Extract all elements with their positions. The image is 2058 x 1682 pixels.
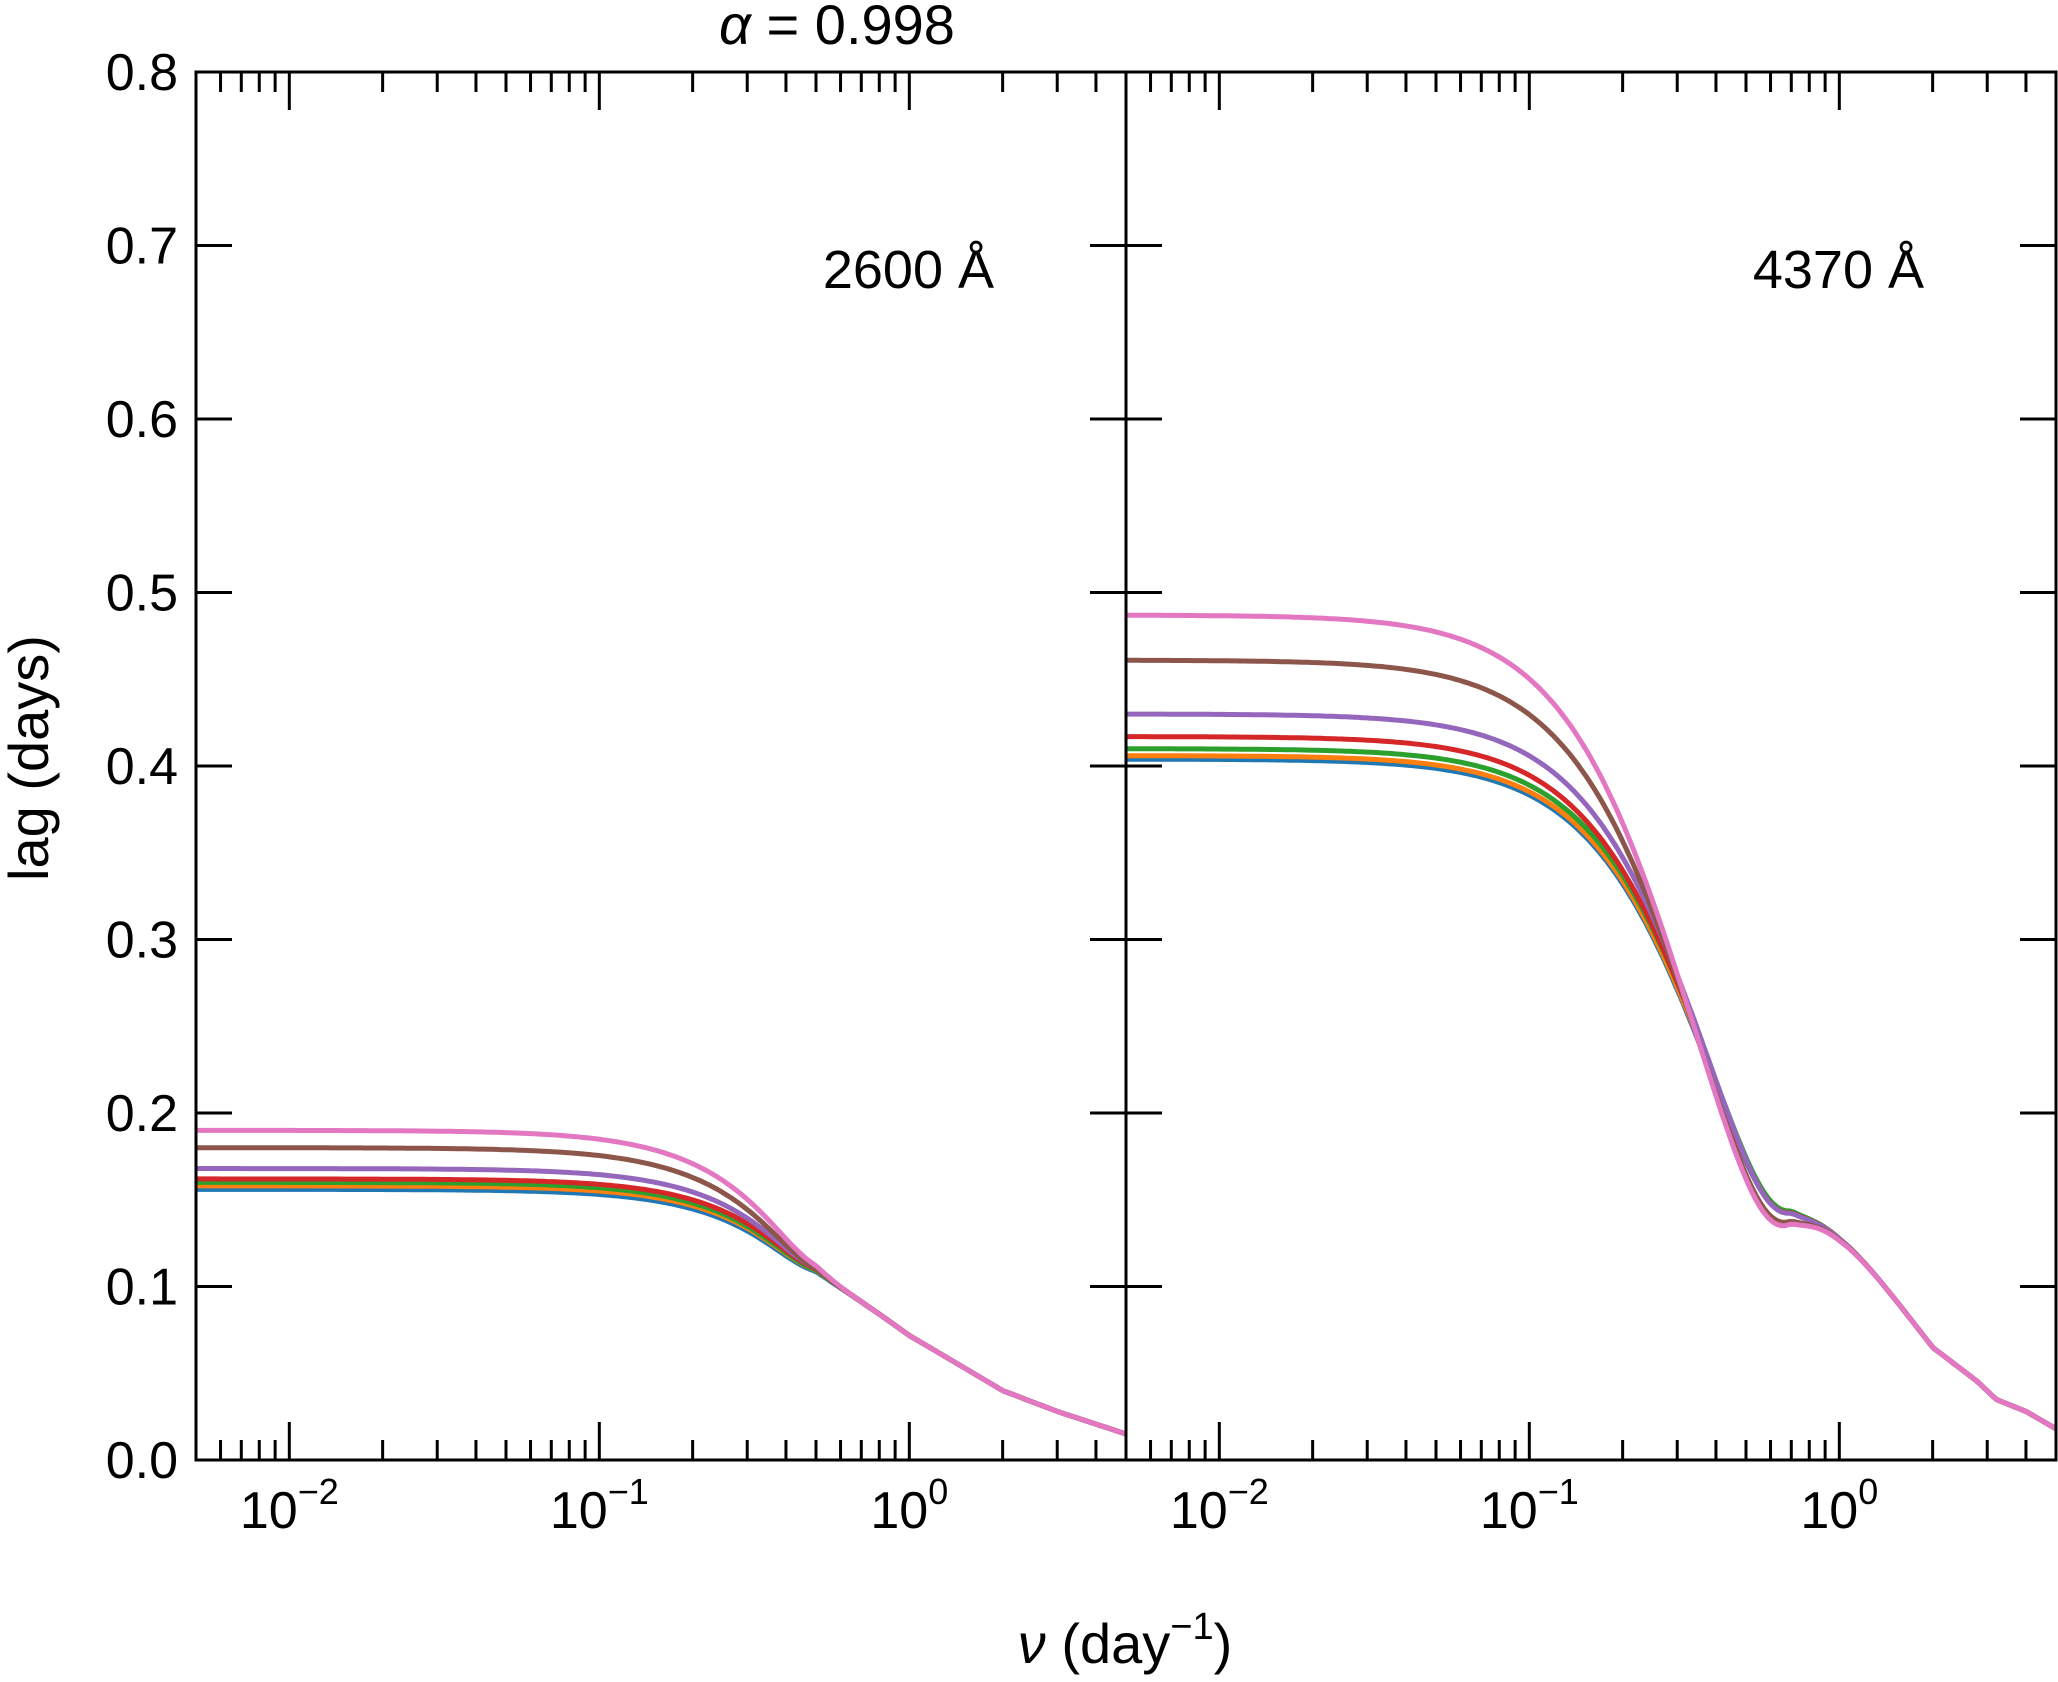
x-tick-base: 10 bbox=[1800, 1482, 1858, 1540]
panel-label: 4370 Å bbox=[1753, 240, 1924, 300]
series-line-7 bbox=[1126, 612, 2056, 1432]
x-tick-label: 10−1 bbox=[1480, 1471, 1579, 1540]
y-axis-label: lag (days) bbox=[0, 635, 60, 881]
series-group bbox=[1126, 612, 2056, 1432]
x-tick-exponent: −2 bbox=[1228, 1471, 1269, 1512]
x-tick-base: 10 bbox=[870, 1482, 928, 1540]
x-tick-exponent: 0 bbox=[1858, 1471, 1878, 1512]
x-tick-base: 10 bbox=[240, 1482, 298, 1540]
series-group bbox=[196, 1127, 1126, 1437]
x-tick-base: 10 bbox=[1480, 1482, 1538, 1540]
y-tick-label: 0.7 bbox=[106, 218, 178, 276]
panels-layer: 0.00.10.20.30.40.50.60.70.810−2 10−1 10026… bbox=[106, 44, 2058, 1540]
series-line-4 bbox=[196, 1176, 1126, 1437]
series-line-7 bbox=[196, 1127, 1126, 1437]
x-label-symbol: ν bbox=[1018, 1612, 1046, 1675]
x-label-base: (day bbox=[1061, 1612, 1170, 1675]
x-tick-base: 10 bbox=[1170, 1482, 1228, 1540]
y-tick-label: 0.0 bbox=[106, 1432, 178, 1490]
x-tick-label: 10−2 bbox=[1170, 1471, 1269, 1540]
x-tick-label: 100 bbox=[1800, 1471, 1878, 1540]
series-line-5 bbox=[1126, 711, 2056, 1432]
x-tick-exponent: −2 bbox=[298, 1471, 339, 1512]
chart-title: α = 0.998 bbox=[719, 0, 955, 56]
x-tick-exponent: −1 bbox=[608, 1471, 649, 1512]
y-tick-label: 0.1 bbox=[106, 1259, 178, 1317]
panel-1: 0.00.10.20.30.40.50.60.70.810−2 10−1 10026… bbox=[106, 44, 1128, 1540]
x-label-space bbox=[1046, 1612, 1062, 1675]
series-line-1 bbox=[196, 1186, 1126, 1437]
title-symbol: α bbox=[719, 0, 753, 56]
x-tick-exponent: 0 bbox=[928, 1471, 948, 1512]
y-tick-label: 0.6 bbox=[106, 391, 178, 449]
x-tick-exponent: −1 bbox=[1538, 1471, 1579, 1512]
series-line-3 bbox=[196, 1179, 1126, 1437]
x-tick-label: 10−1 bbox=[550, 1471, 649, 1540]
x-tick-label: 10−2 bbox=[240, 1471, 339, 1540]
title-rest: = 0.998 bbox=[751, 0, 955, 56]
series-line-6 bbox=[1126, 657, 2056, 1432]
y-tick-label: 0.3 bbox=[106, 912, 178, 970]
x-tick-label: 100 bbox=[870, 1471, 948, 1540]
series-line-5 bbox=[196, 1166, 1126, 1437]
x-label-sup: −1 bbox=[1170, 1606, 1213, 1648]
y-tick-label: 0.5 bbox=[106, 565, 178, 623]
series-line-2 bbox=[196, 1183, 1126, 1437]
y-tick-label: 0.4 bbox=[106, 738, 178, 796]
x-tick-base: 10 bbox=[550, 1482, 608, 1540]
x-axis-label: ν (day−1) bbox=[1018, 1606, 1232, 1675]
panel-label: 2600 Å bbox=[823, 240, 994, 300]
x-label-close: ) bbox=[1214, 1612, 1233, 1675]
y-tick-label: 0.8 bbox=[106, 44, 178, 102]
y-tick-label: 0.2 bbox=[106, 1085, 178, 1143]
